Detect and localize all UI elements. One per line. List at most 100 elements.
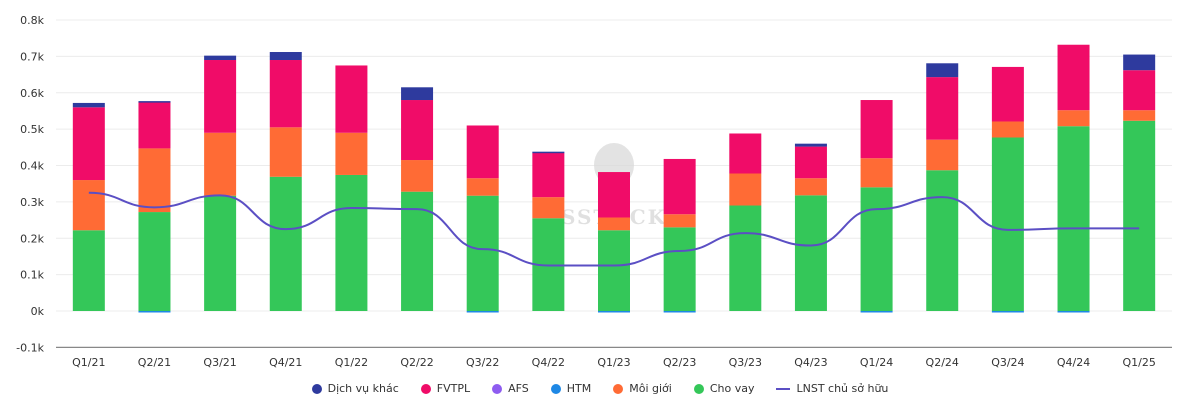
bar-segment-fvtpl[interactable] (860, 100, 893, 159)
bar-segment-môi-giới[interactable] (401, 160, 434, 192)
legend-item[interactable]: Cho vay (693, 382, 755, 395)
legend-dot-icon (420, 383, 431, 394)
x-tick-label: Q2/23 (663, 356, 696, 369)
bar-segment-fvtpl[interactable] (72, 107, 105, 181)
bar-segment-cho-vay[interactable] (991, 137, 1024, 311)
x-tick-label: Q4/23 (794, 356, 827, 369)
bar-segment-dịch-vụ-khác[interactable] (204, 55, 237, 61)
legend-dot-icon (550, 383, 561, 394)
bar-segment-dịch-vụ-khác[interactable] (72, 102, 105, 108)
bar-segment-môi-giới[interactable] (926, 139, 959, 171)
bar-segment-cho-vay[interactable] (1123, 120, 1156, 311)
legend-item[interactable]: Môi giới (613, 382, 672, 395)
bar-segment-môi-giới[interactable] (532, 197, 565, 219)
bar-segment-dịch-vụ-khác[interactable] (926, 63, 959, 78)
bar-segment-dịch-vụ-khác[interactable] (1123, 54, 1156, 71)
bar-segment-môi-giới[interactable] (991, 121, 1024, 138)
x-tick-label: Q2/24 (926, 356, 959, 369)
bar-segment-dịch-vụ-khác[interactable] (138, 101, 171, 103)
bar-segment-cho-vay[interactable] (72, 230, 105, 311)
legend-label: Môi giới (629, 382, 672, 395)
x-tick-label: Q1/24 (860, 356, 893, 369)
x-tick-label: Q2/21 (138, 356, 171, 369)
legend-label: FVTPL (436, 382, 471, 395)
bar-segment-fvtpl[interactable] (794, 146, 827, 179)
y-tick-label: 0k (31, 305, 45, 318)
bar-segment-cho-vay[interactable] (1057, 126, 1090, 311)
bar-segment-cho-vay[interactable] (926, 170, 959, 311)
bar-segment-môi-giới[interactable] (204, 132, 237, 196)
bar-segment-cho-vay[interactable] (204, 195, 237, 311)
x-tick-label: Q3/23 (729, 356, 762, 369)
bar-segment-fvtpl[interactable] (532, 152, 565, 198)
bar-segment-cho-vay[interactable] (794, 195, 827, 311)
bar-segment-cho-vay[interactable] (598, 230, 630, 311)
bar-segment-fvtpl[interactable] (991, 66, 1024, 122)
legend-item[interactable]: LNST chủ sở hữu (776, 382, 888, 395)
bar-segment-htm[interactable] (860, 311, 893, 313)
bar-segment-fvtpl[interactable] (926, 77, 959, 140)
bar-segment-htm[interactable] (598, 311, 630, 313)
legend: Dịch vụ khác FVTPL AFS HTM Môi giới Cho vay LN… (0, 382, 1200, 395)
legend-line-icon (776, 387, 791, 390)
bar-segment-htm[interactable] (138, 311, 171, 313)
bar-segment-fvtpl[interactable] (663, 158, 696, 215)
bar-segment-htm[interactable] (663, 311, 696, 313)
bar-segment-htm[interactable] (991, 311, 1024, 313)
bar-segment-dịch-vụ-khác[interactable] (401, 87, 434, 101)
bar-segment-môi-giới[interactable] (860, 158, 893, 188)
x-axis-ticks: Q1/21 Q2/21 Q3/21 Q4/21 Q1/22 Q2/22 Q3/22 Q4/22… (72, 356, 1156, 369)
legend-item[interactable]: FVTPL (420, 382, 471, 395)
bar-segment-cho-vay[interactable] (663, 227, 696, 311)
bar-segment-fvtpl[interactable] (598, 172, 630, 218)
x-tick-label: Q3/22 (466, 356, 499, 369)
y-tick-label: 0.1k (20, 269, 44, 282)
bar-segment-cho-vay[interactable] (729, 205, 762, 311)
bar-segment-môi-giới[interactable] (1123, 110, 1156, 121)
legend-dot-icon (311, 383, 322, 394)
legend-item[interactable]: HTM (550, 382, 591, 395)
legend-label: Cho vay (709, 382, 755, 395)
bar-segment-fvtpl[interactable] (401, 100, 434, 161)
bar-segment-fvtpl[interactable] (466, 125, 499, 179)
bar-segment-dịch-vụ-khác[interactable] (269, 52, 302, 61)
bar-segment-môi-giới[interactable] (729, 173, 762, 206)
bar-segment-môi-giới[interactable] (335, 132, 368, 175)
line-series (88, 191, 1140, 267)
bar-segment-htm[interactable] (1057, 311, 1090, 313)
x-tick-label: Q4/22 (532, 356, 565, 369)
legend-dot-icon (693, 383, 704, 394)
bar-segment-cho-vay[interactable] (269, 176, 302, 311)
bar-segment-fvtpl[interactable] (1057, 44, 1090, 111)
bar-segment-môi-giới[interactable] (663, 214, 696, 228)
legend-item[interactable]: Dịch vụ khác (311, 382, 399, 395)
bar-segment-môi-giới[interactable] (466, 178, 499, 196)
bar-segment-cho-vay[interactable] (860, 187, 893, 311)
bar-segment-fvtpl[interactable] (1123, 70, 1156, 111)
bar-segment-môi-giới[interactable] (138, 148, 171, 213)
bar-segment-môi-giới[interactable] (794, 178, 827, 196)
bar-segment-cho-vay[interactable] (466, 195, 499, 311)
x-tick-label: Q1/22 (335, 356, 368, 369)
bar-segment-fvtpl[interactable] (729, 133, 762, 174)
legend-item[interactable]: AFS (492, 382, 529, 395)
bar-segment-môi-giới[interactable] (269, 127, 302, 177)
bar-segment-môi-giới[interactable] (1057, 110, 1090, 127)
bar-segment-dịch-vụ-khác[interactable] (794, 143, 827, 147)
bar-segment-fvtpl[interactable] (204, 60, 237, 133)
bar-segment-fvtpl[interactable] (335, 65, 368, 133)
bar-segment-môi-giới[interactable] (72, 180, 105, 231)
bar-segment-fvtpl[interactable] (269, 60, 302, 128)
line-lnst-chu-so-huu[interactable] (88, 191, 1140, 267)
bar-segment-fvtpl[interactable] (138, 101, 171, 149)
bar-segment-cho-vay[interactable] (335, 174, 368, 311)
x-tick-label: Q1/25 (1122, 356, 1155, 369)
x-tick-label: Q2/22 (400, 356, 433, 369)
x-tick-label: Q4/24 (1057, 356, 1090, 369)
bars (72, 44, 1156, 313)
bar-segment-môi-giới[interactable] (598, 217, 630, 231)
bar-segment-dịch-vụ-khác[interactable] (532, 151, 565, 154)
bar-segment-htm[interactable] (466, 311, 499, 313)
bar-segment-cho-vay[interactable] (138, 212, 171, 311)
